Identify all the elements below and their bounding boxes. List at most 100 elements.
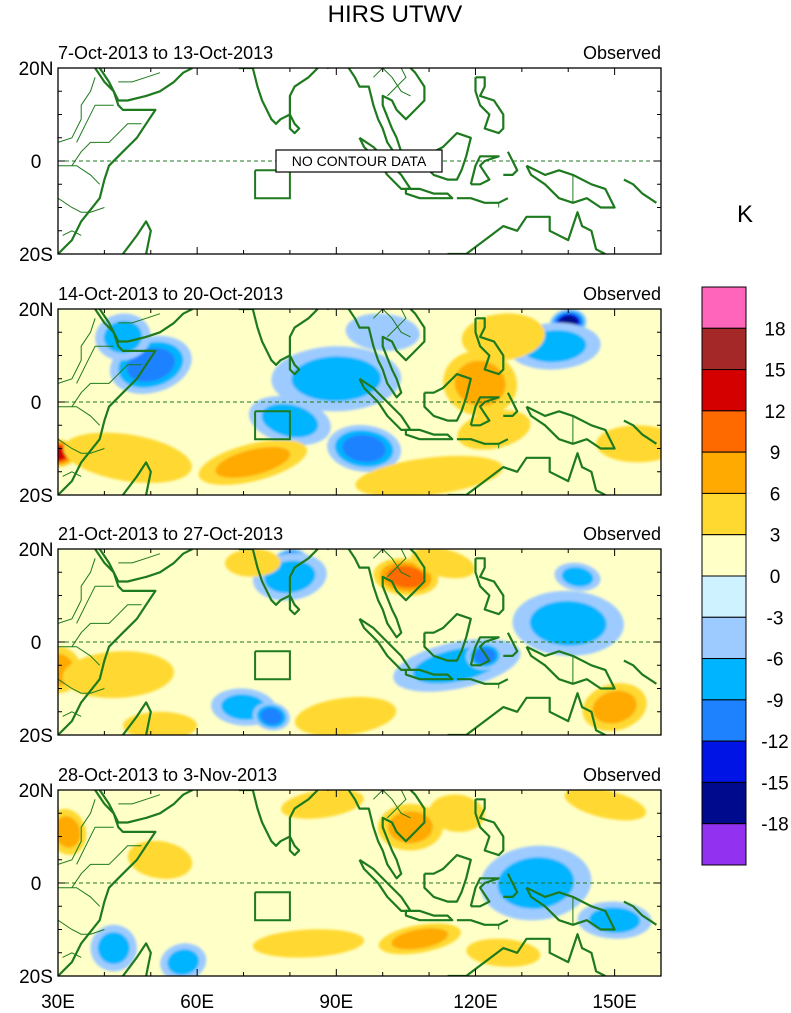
coastline <box>98 790 193 824</box>
country-border <box>62 952 82 958</box>
y-tick-label: 0 <box>31 152 42 173</box>
panel-period: 21-Oct-2013 to 27-Oct-2013 <box>58 524 283 544</box>
colorbar-swatch <box>701 369 747 412</box>
coastline <box>474 317 505 376</box>
anomaly-contour-band <box>589 907 641 934</box>
country-border <box>58 438 105 454</box>
coastline <box>327 790 426 880</box>
coastline <box>525 886 616 931</box>
anomaly-contour-band <box>411 549 475 579</box>
country-border <box>62 471 82 477</box>
panel-ticks <box>57 67 662 255</box>
country-border <box>76 104 114 143</box>
country-border <box>373 309 411 338</box>
country-border <box>386 790 407 819</box>
coastlines <box>58 68 658 254</box>
colorbar-swatch <box>701 286 747 329</box>
coastline <box>623 659 658 685</box>
colorbar-label: 0 <box>770 567 781 588</box>
anomaly-contour-band <box>386 565 425 588</box>
region-box <box>254 891 291 922</box>
coastline <box>456 197 509 204</box>
y-tick-label: 20S <box>19 486 53 507</box>
coastline <box>503 151 519 177</box>
colorbar-swatch <box>701 740 747 783</box>
coastline <box>623 419 658 445</box>
anomaly-contour-band <box>596 425 661 463</box>
country-border <box>373 790 411 819</box>
panel-label: Observed <box>583 765 661 785</box>
y-tick-label: 0 <box>31 874 42 895</box>
country-border <box>58 887 101 907</box>
coastline <box>358 377 412 432</box>
colorbar-swatch <box>701 410 747 453</box>
map-panel: 20N 0 20S 14-Oct-2013 to 20-Oct-2013 Observe… <box>19 284 662 507</box>
panel-label: Observed <box>583 284 661 304</box>
colorbar-swatch <box>701 658 747 701</box>
coastline <box>238 68 319 125</box>
coastline <box>327 549 426 639</box>
colorbar: 18 15 12 9 6 3 0 -3 -6 -9 -12 -15 -18 <box>701 286 789 866</box>
map-panel: 20N 0 20S 28-Oct-2013 to 3-Nov-2013 Observed <box>19 765 662 988</box>
anomaly-contour-band <box>355 455 503 495</box>
country-border <box>58 678 105 694</box>
colorbar-swatch <box>701 575 747 618</box>
panel-period: 14-Oct-2013 to 20-Oct-2013 <box>58 284 283 304</box>
coastline <box>447 211 606 254</box>
y-tick-label: 20N <box>19 59 54 80</box>
coastline <box>469 636 500 667</box>
colorbar-label: 6 <box>770 484 781 505</box>
anomaly-contour-band <box>103 320 143 353</box>
coastline <box>623 178 658 204</box>
x-tick-label: 120E <box>453 992 497 1013</box>
coastline <box>503 632 519 658</box>
coastline <box>288 355 301 376</box>
colorbar-swatch <box>701 616 747 660</box>
figure-title: HIRS UTWV <box>328 1 463 28</box>
map-panel: 20N 0 20S 7-Oct-2013 to 13-Oct-2013 Observed… <box>19 43 662 266</box>
panel-ticks <box>57 789 662 977</box>
country-border <box>76 345 114 384</box>
anomaly-contour-band <box>252 929 365 958</box>
colorbar-label: -18 <box>761 815 788 836</box>
colorbar-swatch <box>701 451 747 494</box>
region-box <box>254 650 291 681</box>
anomaly-contour-band <box>260 708 283 725</box>
country-border <box>386 68 407 97</box>
colorbar-swatch <box>701 699 747 742</box>
country-border <box>58 406 101 426</box>
coastline <box>525 164 616 209</box>
map-area <box>58 309 661 495</box>
coastline <box>404 428 454 441</box>
coastline <box>447 452 606 495</box>
coastline <box>474 798 505 857</box>
anomaly-contour-band <box>215 446 291 478</box>
map-panel: 20N 0 20S 21-Oct-2013 to 27-Oct-2013 Observe… <box>19 524 662 747</box>
anomaly-contour-band <box>564 790 647 821</box>
coastline <box>122 701 152 735</box>
country-border <box>386 549 407 578</box>
country-border <box>118 553 161 564</box>
coastline <box>404 187 454 200</box>
anomaly-contour-band <box>122 711 198 735</box>
anomaly-contour-band <box>592 690 637 724</box>
coastlines <box>58 549 658 735</box>
coastline <box>98 68 193 102</box>
colorbar-label: 15 <box>764 361 785 382</box>
country-border <box>62 711 82 717</box>
anomaly-contour-band <box>225 549 281 577</box>
panel-period: 28-Oct-2013 to 3-Nov-2013 <box>58 765 277 785</box>
anomaly-contour-band <box>294 696 397 735</box>
anomaly-contour-band <box>429 794 485 833</box>
y-tick-label: 20N <box>19 781 54 802</box>
colorbar-swatch <box>701 492 747 536</box>
country-border <box>58 77 96 143</box>
coastline <box>525 645 616 690</box>
anomaly-contour-band <box>291 356 382 402</box>
coastlines <box>58 309 658 495</box>
coastline <box>423 131 472 181</box>
y-tick-label: 0 <box>31 633 42 654</box>
colorbar-swatch <box>701 534 747 577</box>
coastline <box>474 557 505 616</box>
anomaly-contour-band <box>561 567 594 587</box>
